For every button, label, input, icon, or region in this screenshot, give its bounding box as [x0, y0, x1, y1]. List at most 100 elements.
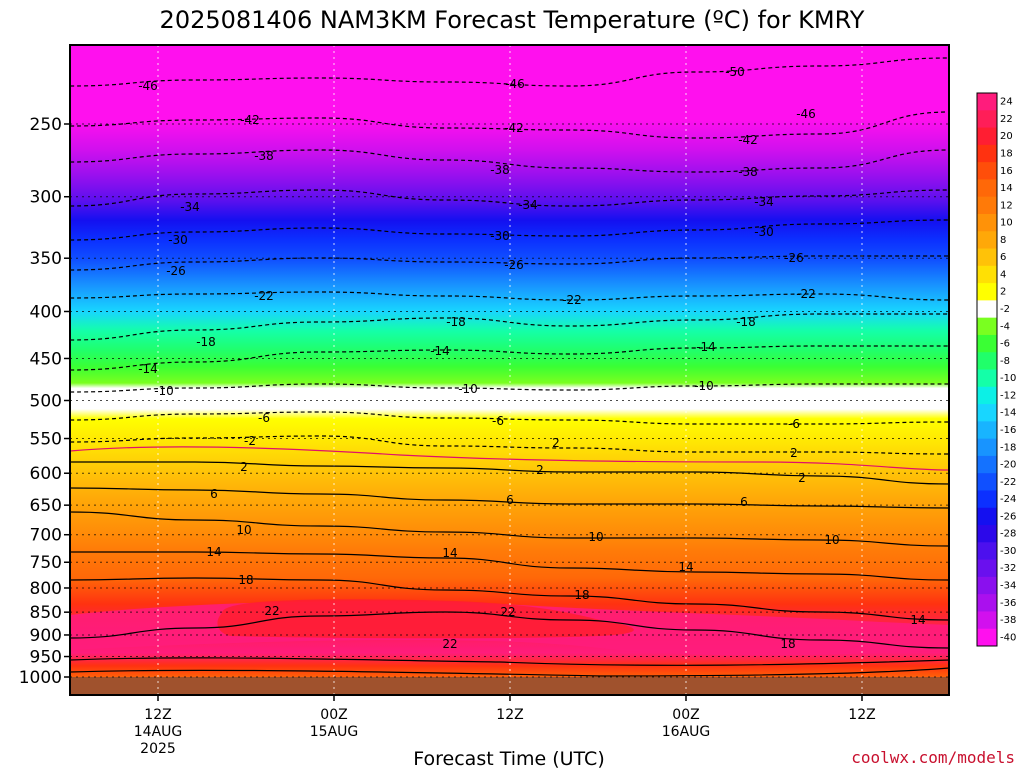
colorbar-swatch [977, 265, 997, 284]
colorbar-label: 18 [1000, 148, 1013, 159]
contour-label: 18 [574, 588, 589, 602]
y-tick-label: 250 [30, 115, 62, 135]
contour-line [69, 291, 950, 301]
colorbar-swatch [977, 404, 997, 422]
colorbar-label: 24 [1000, 97, 1013, 108]
contour-label: 14 [442, 546, 457, 560]
contour-label: 22 [442, 637, 457, 651]
contour-label: -42 [504, 121, 524, 135]
y-tick-label: 850 [30, 603, 62, 623]
contour-label: -18 [446, 315, 466, 329]
colorbar-label: -20 [1000, 460, 1016, 471]
y-tick-label: 450 [30, 349, 62, 369]
colorbar-label: 12 [1000, 200, 1013, 211]
colorbar-label: -16 [1000, 425, 1016, 436]
contour-line [69, 149, 950, 173]
y-tick-label: 600 [30, 464, 62, 484]
contour-line [69, 611, 950, 649]
contour-label: 22 [264, 604, 279, 618]
y-tick-label: 1000 [19, 668, 62, 688]
x-tick-label: 12Z [496, 707, 523, 723]
credit-text: coolwx.com/models [851, 748, 1015, 767]
contour-label: -10 [154, 384, 174, 398]
colorbar-swatch [977, 110, 997, 129]
colorbar-label: -12 [1000, 390, 1016, 401]
contour-line [69, 345, 949, 371]
contour-label: -18 [196, 335, 216, 349]
contour-label: -26 [784, 251, 804, 265]
contour-label: -42 [240, 113, 260, 127]
contour-label: -6 [258, 411, 270, 425]
surface-band [70, 677, 949, 695]
pressure-gridlines [70, 123, 949, 678]
contour-line [69, 255, 949, 271]
y-tick-label: 700 [30, 526, 62, 546]
colorbar-swatch [977, 334, 997, 353]
chart-title: 2025081406 NAM3KM Forecast Temperature (… [160, 6, 865, 34]
colorbar-label: -28 [1000, 529, 1016, 540]
contour-line [69, 667, 950, 677]
contour-label: -14 [138, 362, 158, 376]
colorbar-swatch [977, 611, 997, 630]
contour-line [69, 411, 950, 425]
y-tick-label: 900 [30, 626, 62, 646]
contour-label: -38 [490, 163, 510, 177]
colorbar-swatch [977, 628, 997, 647]
y-tick-label: 550 [30, 430, 62, 450]
colorbar-label: 8 [1000, 235, 1006, 246]
colorbar-label: -38 [1000, 615, 1016, 626]
contour-label: 2 [536, 463, 544, 477]
contour-label: -34 [518, 198, 538, 212]
colorbar-label: 22 [1000, 114, 1013, 125]
x-tick-label: 12Z [848, 707, 875, 723]
contour-line [70, 461, 950, 485]
contour-label: 6 [506, 493, 514, 507]
contour-label: -50 [725, 65, 745, 79]
colorbar-swatch [977, 179, 997, 198]
colorbar-label: -26 [1000, 511, 1016, 522]
contour-label: 14 [678, 560, 693, 574]
contour-label: -14 [696, 340, 716, 354]
contour-label: 2 [790, 446, 798, 460]
contour-line [69, 657, 950, 666]
contour-label: 22 [500, 605, 515, 619]
colorbar-label: -22 [1000, 477, 1016, 488]
colorbar-swatch [977, 576, 997, 595]
colorbar-label: -40 [1000, 632, 1016, 643]
colorbar-label: -18 [1000, 442, 1016, 453]
colorbar-label: -2 [1000, 304, 1010, 315]
contour-label: -34 [180, 200, 200, 214]
contour-label: 2 [798, 471, 806, 485]
contour-label: -26 [504, 258, 524, 272]
colorbar-label: -14 [1000, 408, 1016, 419]
colorbar-swatch [977, 559, 997, 578]
contour-label: 10 [824, 533, 839, 547]
colorbar-label: -4 [1000, 321, 1010, 332]
y-tick-label: 400 [30, 302, 62, 322]
contour-label: 18 [780, 637, 795, 651]
contour-label: -38 [738, 165, 758, 179]
contour-line [69, 111, 950, 139]
y-tick-label: 650 [30, 496, 62, 516]
colorbar-swatch [977, 162, 997, 180]
contour-label: 2 [240, 460, 248, 474]
x-tick-date: 14AUG [134, 724, 183, 740]
contour-lines [69, 57, 950, 677]
contour-label: -10 [458, 382, 478, 396]
time-gridlines [157, 45, 863, 695]
colorbar-label: -30 [1000, 546, 1016, 557]
y-tick-label: 350 [30, 249, 62, 269]
colorbar-swatch [977, 386, 997, 405]
colorbar-label: 20 [1000, 131, 1013, 142]
x-tick-year: 2025 [140, 741, 176, 757]
contour-label: -18 [736, 315, 756, 329]
contour-label: -6 [492, 414, 504, 428]
contour-label: -14 [430, 344, 450, 358]
colorbar-swatch [977, 248, 997, 267]
x-tick-label: 12Z [144, 707, 171, 723]
colorbar-swatch [977, 455, 997, 474]
contour-label: -30 [754, 225, 774, 239]
contour-label: -22 [796, 287, 816, 301]
contour-label: 14 [910, 613, 925, 627]
